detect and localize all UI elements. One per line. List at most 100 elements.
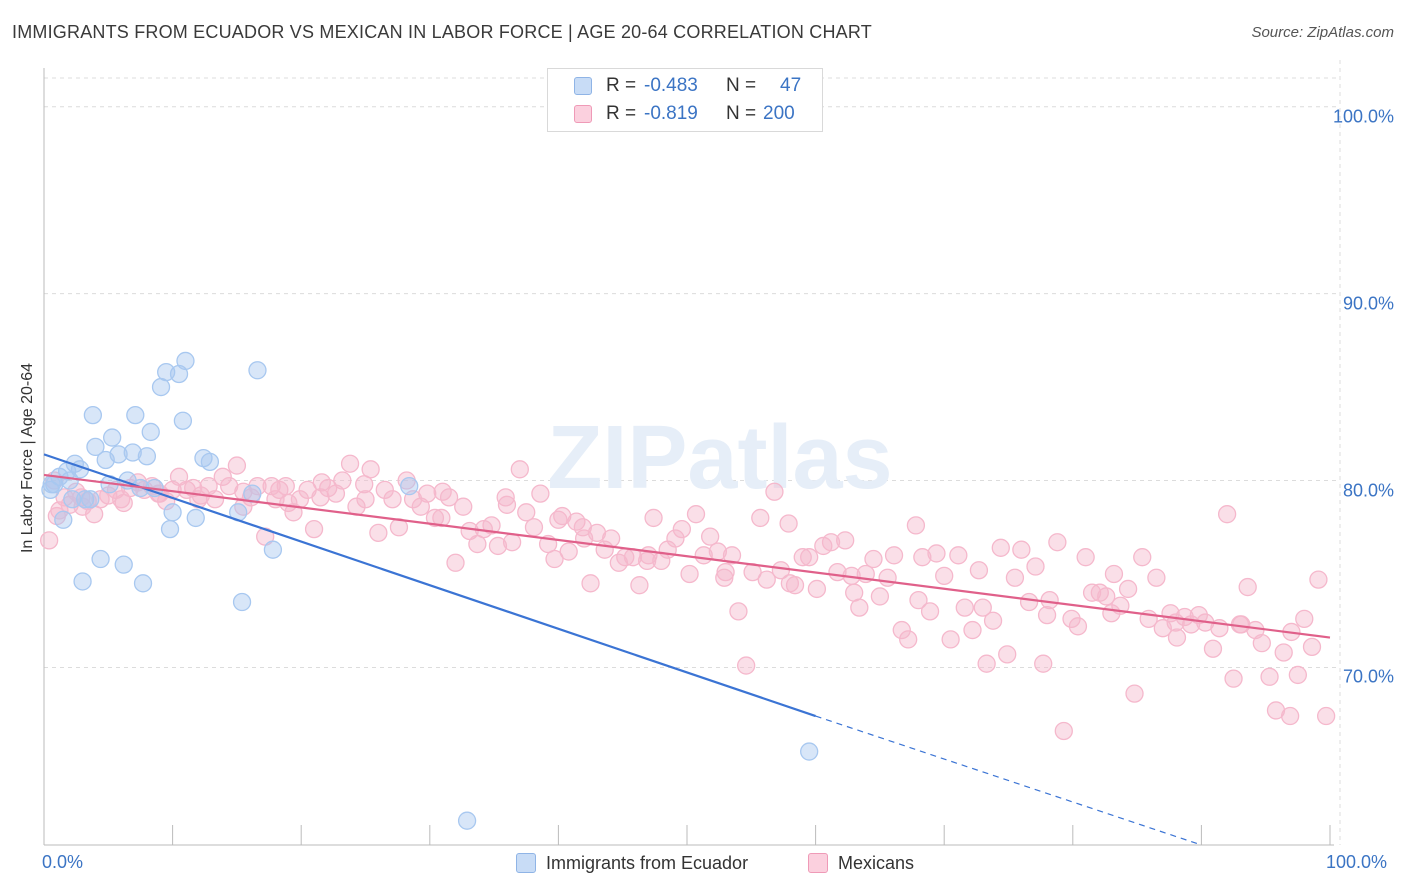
swatch-ecuador: [574, 77, 592, 95]
point-mexicans: [446, 553, 465, 572]
point-mexicans: [502, 533, 522, 552]
point-mexicans: [899, 630, 918, 649]
r-label: R =: [606, 103, 637, 124]
point-mexicans: [1076, 548, 1095, 567]
point-mexicans: [432, 508, 451, 528]
point-mexicans: [39, 531, 59, 550]
point-mexicans: [780, 574, 800, 593]
point-mexicans: [1005, 568, 1025, 587]
point-ecuador: [76, 490, 95, 509]
point-mexicans: [425, 508, 445, 528]
stats-row-ecuador: R = -0.483 N = 47: [548, 71, 822, 101]
point-mexicans: [510, 460, 529, 479]
point-mexicans: [1012, 540, 1031, 559]
point-mexicans: [1147, 568, 1166, 587]
point-ecuador: [126, 405, 145, 425]
point-mexicans: [1280, 706, 1300, 726]
point-mexicans: [927, 544, 946, 563]
y-tick-label: 100.0%: [1332, 106, 1394, 127]
point-mexicans: [1097, 587, 1116, 606]
n-value: 47: [780, 75, 802, 96]
point-mexicans: [729, 602, 748, 621]
point-mexicans: [878, 568, 897, 587]
point-ecuador: [457, 811, 477, 830]
point-mexicans: [949, 546, 968, 565]
point-mexicans: [524, 518, 544, 537]
point-ecuador: [400, 476, 419, 496]
point-mexicans: [969, 561, 989, 580]
point-ecuador: [60, 471, 79, 490]
point-mexicans: [559, 542, 578, 561]
point-mexicans: [672, 519, 692, 539]
point-mexicans: [1217, 505, 1237, 524]
axes: [43, 68, 1334, 846]
trend-line-ecuador-extension: [815, 715, 1202, 846]
point-mexicans: [836, 531, 855, 550]
point-mexicans: [870, 587, 890, 606]
point-mexicans: [765, 482, 784, 501]
point-mexicans: [454, 497, 473, 516]
point-mexicans: [227, 456, 247, 475]
point-mexicans: [1019, 592, 1039, 612]
source-label: Source: ZipAtlas.com: [1251, 24, 1394, 41]
n-label: N =: [726, 75, 757, 96]
point-mexicans: [686, 505, 706, 524]
point-mexicans: [1167, 628, 1187, 647]
point-mexicans: [757, 570, 776, 589]
point-mexicans: [892, 620, 911, 640]
point-ecuador: [63, 490, 82, 509]
point-mexicans: [418, 484, 437, 503]
point-mexicans: [737, 656, 756, 675]
point-mexicans: [1048, 533, 1067, 552]
point-ecuador: [73, 572, 92, 591]
point-mexicans: [1175, 607, 1194, 627]
point-ecuador: [163, 503, 182, 522]
point-mexicans: [1260, 667, 1279, 686]
point-mexicans: [716, 562, 735, 582]
point-mexicans: [722, 546, 742, 565]
point-mexicans: [340, 454, 360, 473]
point-mexicans: [1104, 564, 1124, 584]
point-ecuador: [186, 508, 205, 528]
point-mexicans: [779, 514, 798, 533]
point-mexicans: [963, 620, 982, 640]
point-ecuador: [123, 443, 142, 462]
point-mexicans: [1054, 721, 1073, 741]
point-mexicans: [935, 566, 954, 586]
point-mexicans: [906, 516, 926, 535]
point-mexicans: [1068, 617, 1088, 636]
point-mexicans: [1295, 609, 1314, 628]
point-mexicans: [581, 574, 600, 593]
point-mexicans: [1274, 643, 1293, 662]
point-ecuador: [160, 519, 180, 539]
point-ecuador: [109, 445, 128, 464]
point-mexicans: [807, 579, 827, 599]
legend-swatch-ecuador: [516, 853, 536, 873]
watermark: ZIPatlas: [547, 408, 892, 508]
point-ecuador: [133, 574, 153, 593]
point-mexicans: [1026, 557, 1045, 576]
point-mexicans: [234, 497, 253, 516]
point-mexicans: [601, 529, 621, 548]
stats-legend-box: R = -0.483 N = 47 R = -0.819 N = 200: [547, 68, 823, 132]
point-ecuador: [42, 475, 61, 494]
point-mexicans: [1203, 639, 1223, 658]
point-mexicans: [1224, 669, 1243, 688]
point-mexicans: [1125, 684, 1144, 703]
point-mexicans: [630, 576, 649, 595]
y-tick-label: 70.0%: [1342, 666, 1394, 687]
swatch-mexicans: [574, 105, 592, 123]
point-mexicans: [488, 536, 508, 556]
point-ecuador: [91, 549, 110, 569]
point-mexicans: [666, 529, 685, 548]
trend-lines: [43, 453, 1331, 846]
trend-line-mexicans: [43, 473, 1331, 639]
r-label: R =: [606, 75, 637, 96]
point-mexicans: [973, 598, 992, 617]
legend-swatch-mexicans: [808, 853, 828, 873]
point-mexicans: [700, 527, 720, 546]
point-mexicans: [821, 533, 841, 552]
point-mexicans: [751, 508, 770, 528]
n-value: 200: [763, 103, 795, 124]
